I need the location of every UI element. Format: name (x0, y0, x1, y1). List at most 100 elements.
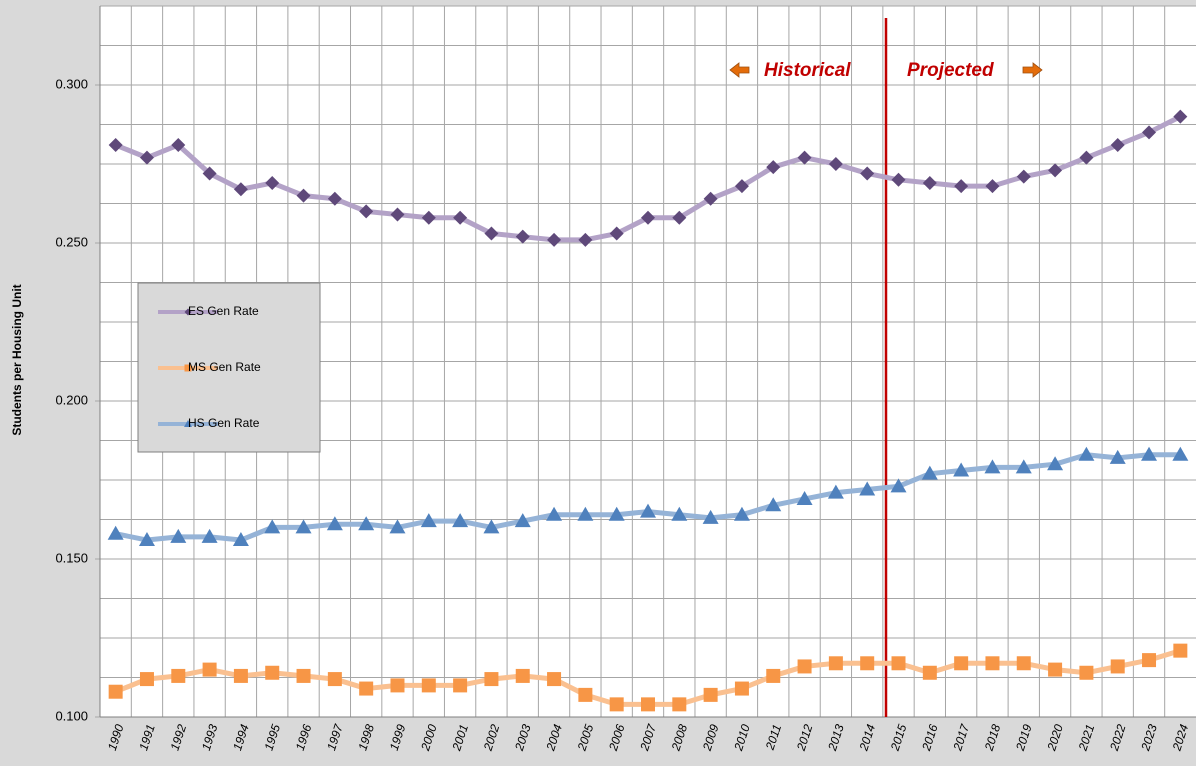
marker (703, 687, 718, 702)
marker (295, 519, 312, 534)
marker (514, 513, 531, 528)
marker (359, 681, 374, 696)
marker (703, 191, 718, 206)
marker (891, 656, 906, 671)
left-arrow (729, 62, 750, 78)
marker (733, 506, 750, 521)
marker (734, 179, 749, 194)
marker (453, 210, 468, 225)
marker (327, 191, 342, 206)
marker (107, 525, 124, 540)
marker (420, 513, 437, 528)
marker (577, 506, 594, 521)
marker (358, 516, 375, 531)
marker (578, 232, 593, 247)
marker (985, 656, 1000, 671)
legend-label: MS Gen Rate (188, 360, 261, 374)
marker (1047, 456, 1064, 471)
marker (1141, 446, 1158, 461)
y-axis-label: Students per Housing Unit (10, 284, 24, 435)
marker (108, 138, 123, 153)
marker (421, 678, 436, 693)
marker (327, 672, 342, 687)
marker (672, 210, 687, 225)
marker (326, 516, 343, 531)
marker (171, 668, 186, 683)
marker (828, 157, 843, 171)
legend-items: ES Gen Rate MS Gen Rate HS Gen Rate (158, 304, 261, 430)
marker (296, 188, 311, 203)
marker (452, 513, 469, 528)
marker (797, 150, 812, 165)
marker (421, 210, 436, 225)
marker (1172, 446, 1189, 461)
marker (171, 138, 186, 153)
marker (139, 672, 154, 687)
right-arrow (1022, 62, 1043, 78)
marker (232, 532, 249, 547)
marker (702, 509, 719, 524)
marker (985, 179, 1000, 194)
marker (1079, 150, 1094, 165)
marker (547, 232, 562, 247)
marker (1078, 446, 1095, 461)
marker (108, 684, 123, 699)
marker (608, 506, 625, 521)
marker (641, 210, 655, 225)
marker (765, 497, 782, 512)
marker (296, 668, 311, 683)
marker (483, 519, 500, 534)
y-tick-label: 0.200 (55, 392, 88, 407)
marker (264, 519, 281, 534)
marker (609, 226, 624, 241)
marker (202, 166, 217, 181)
annotation: Projected (907, 60, 994, 81)
marker (138, 532, 155, 547)
marker (184, 308, 192, 316)
marker (766, 668, 781, 683)
marker (390, 207, 405, 222)
marker (184, 420, 192, 427)
marker (797, 659, 812, 674)
marker (484, 672, 499, 687)
marker (860, 656, 875, 671)
marker (201, 528, 218, 543)
legend-label: ES Gen Rate (188, 304, 259, 318)
marker (1016, 169, 1031, 184)
marker (389, 519, 406, 534)
marker (515, 668, 530, 683)
marker (640, 503, 656, 518)
marker (484, 226, 499, 241)
marker (827, 484, 844, 499)
y-tick-label: 0.300 (55, 76, 88, 91)
marker (1048, 662, 1063, 677)
marker (265, 175, 280, 190)
marker (1110, 659, 1125, 674)
y-tick-label: 0.250 (55, 234, 88, 249)
marker (890, 478, 907, 493)
marker (233, 668, 248, 683)
marker (546, 506, 563, 521)
marker (1142, 653, 1157, 668)
marker (671, 506, 688, 521)
marker (1110, 138, 1125, 153)
marker (390, 678, 405, 693)
marker (170, 528, 187, 543)
marker (641, 697, 655, 712)
marker (734, 681, 749, 696)
marker (233, 182, 248, 197)
marker (578, 687, 593, 702)
marker (766, 160, 781, 175)
marker (921, 465, 938, 480)
y-tick-label: 0.100 (55, 708, 88, 723)
marker (609, 697, 624, 712)
marker (265, 665, 280, 680)
marker (1173, 109, 1188, 124)
legend-label: HS Gen Rate (188, 416, 260, 430)
marker (1015, 459, 1032, 474)
marker (891, 172, 906, 187)
marker (202, 662, 217, 677)
marker (953, 462, 970, 477)
marker (672, 697, 687, 712)
